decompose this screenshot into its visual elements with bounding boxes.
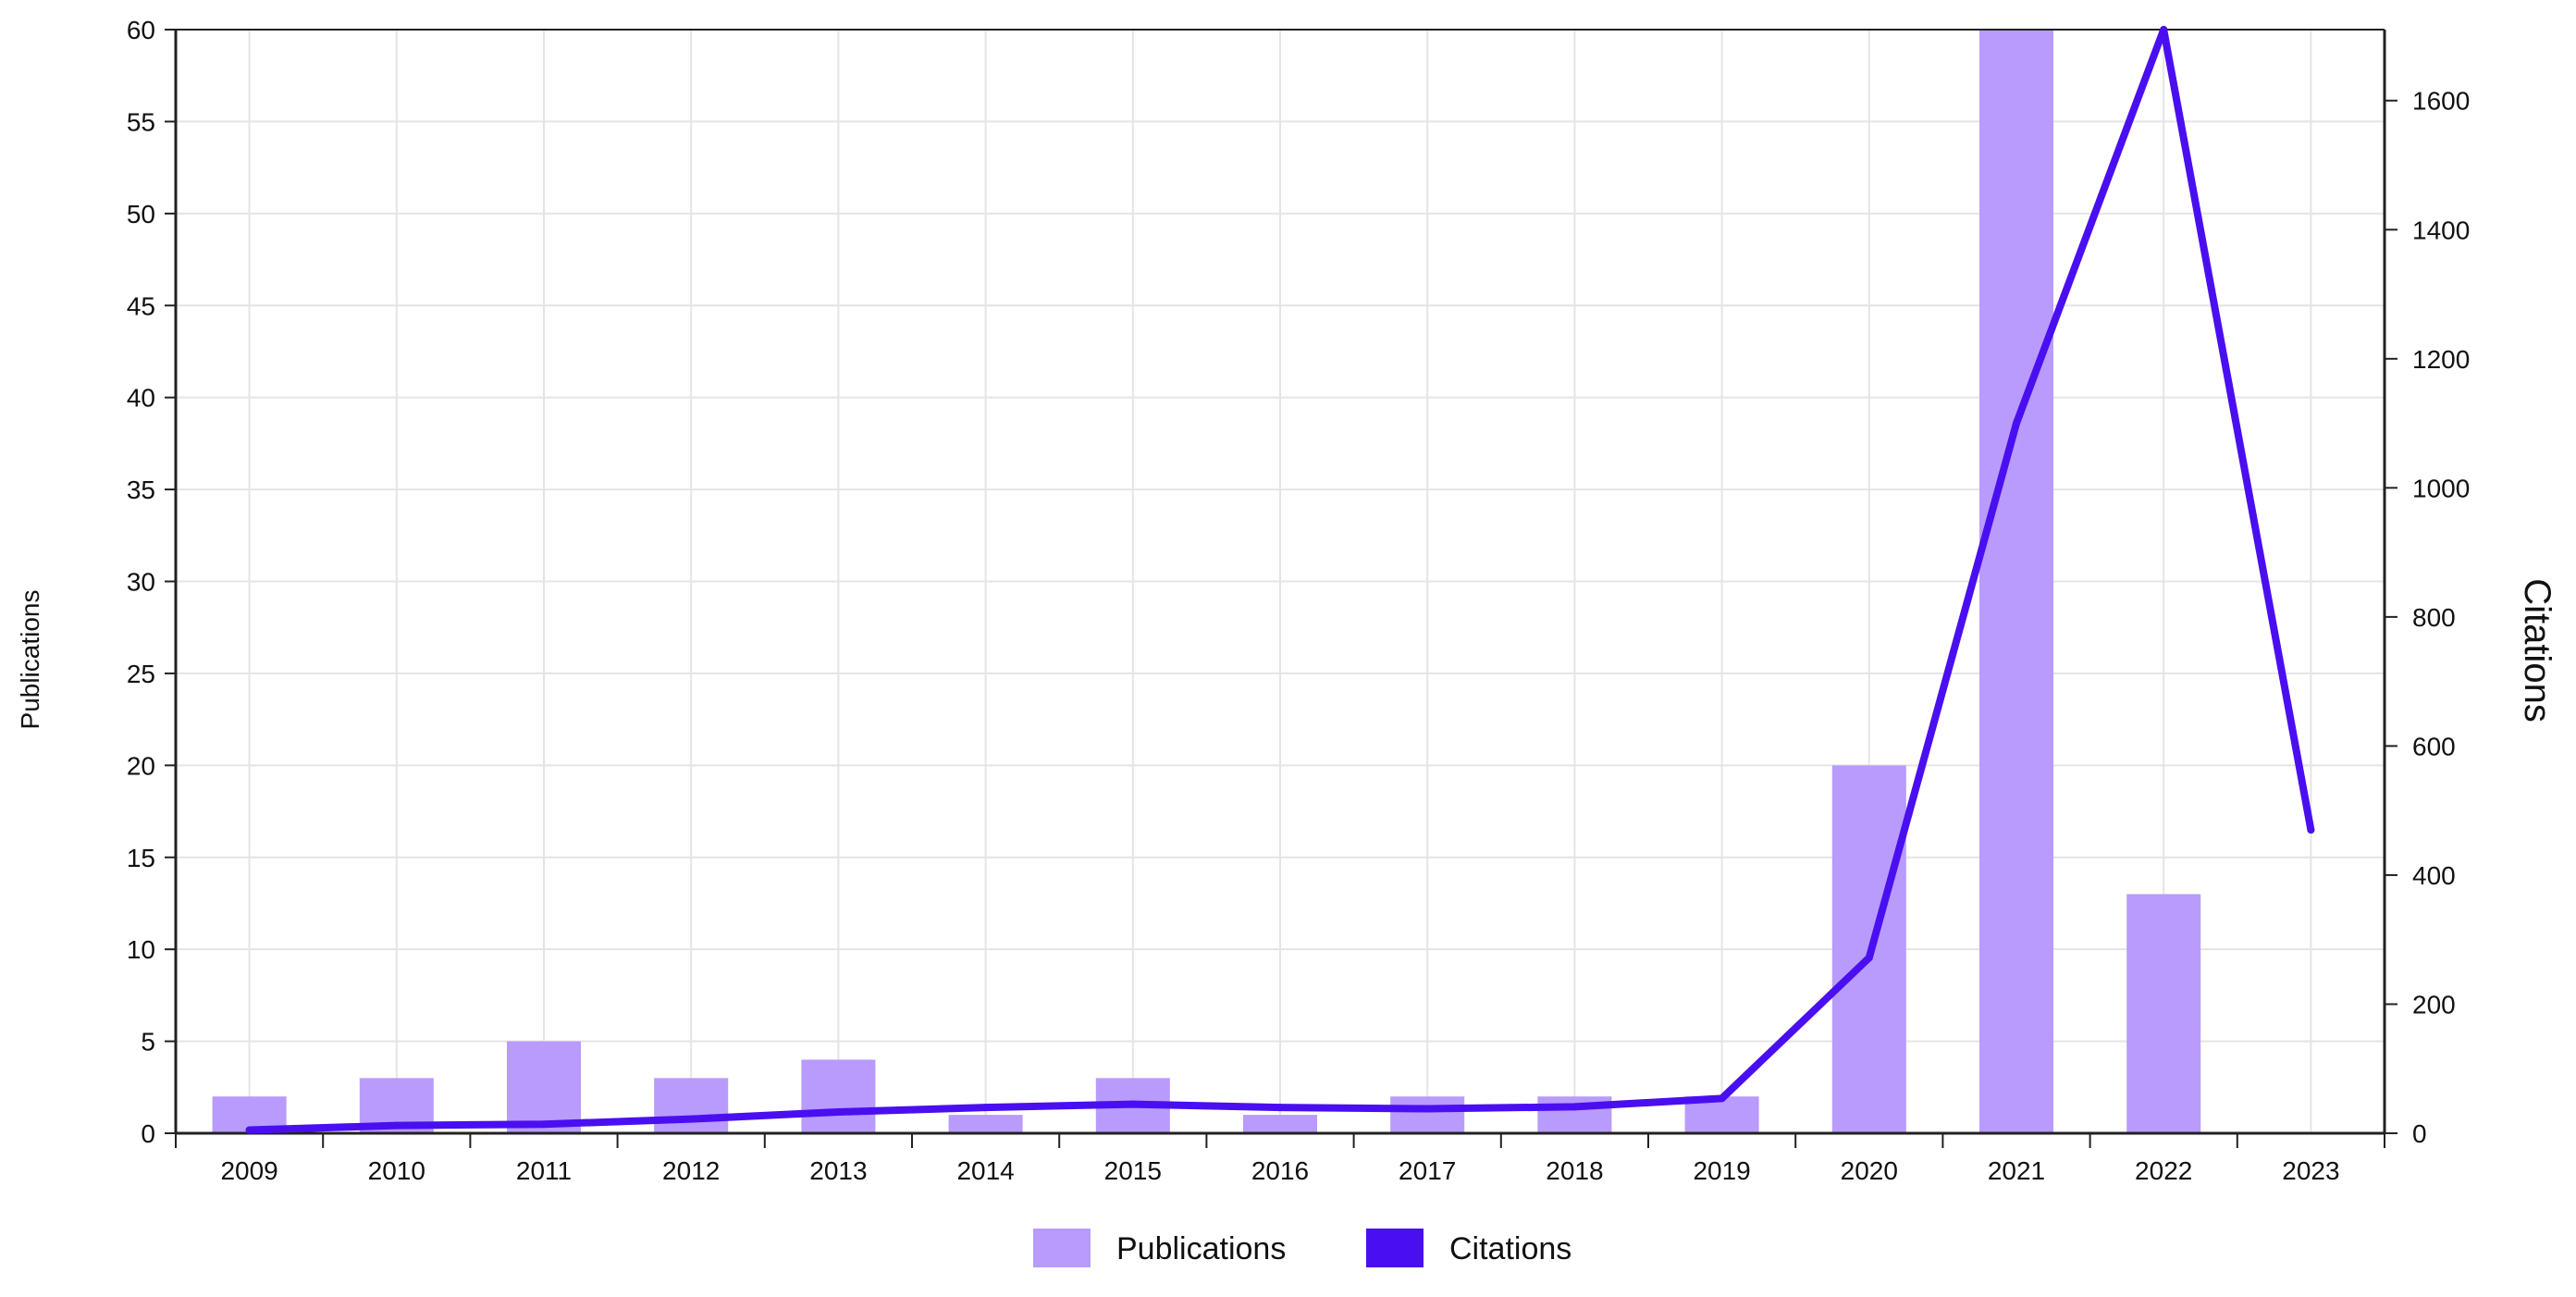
publications-bar-2011 (507, 1041, 581, 1133)
y-right-tick-label: 800 (2412, 603, 2456, 632)
legend-label-citations: Citations (1449, 1231, 1571, 1266)
y-left-tick-label: 40 (127, 384, 155, 413)
x-tick-label: 2023 (2282, 1156, 2339, 1185)
y-right-tick-label: 200 (2412, 990, 2456, 1019)
y-left-tick-label: 15 (127, 844, 155, 872)
citations-point-2020 (1865, 954, 1873, 962)
y-left-tick-label: 0 (141, 1119, 155, 1148)
citations-point-2022 (2160, 26, 2168, 33)
y-left-tick-label: 30 (127, 568, 155, 597)
x-tick-label: 2016 (1251, 1156, 1309, 1185)
x-tick-label: 2015 (1104, 1156, 1162, 1185)
y-left-tick-label: 50 (127, 200, 155, 229)
x-tick-label: 2021 (1988, 1156, 2045, 1185)
y-axis-left-title: Publications (16, 590, 44, 730)
citations-point-2014 (981, 1104, 990, 1112)
x-tick-label: 2012 (662, 1156, 720, 1185)
publications-bar-2022 (2126, 894, 2201, 1133)
legend-swatch-publications (1033, 1229, 1091, 1267)
citations-point-2012 (687, 1115, 696, 1123)
x-tick-label: 2020 (1841, 1156, 1898, 1185)
y-right-tick-label: 400 (2412, 861, 2456, 890)
y-left-tick-label: 45 (127, 291, 155, 320)
x-tick-label: 2010 (368, 1156, 425, 1185)
x-tick-label: 2011 (516, 1156, 572, 1185)
citations-point-2009 (245, 1126, 253, 1134)
citations-point-2019 (1718, 1094, 1726, 1103)
citations-point-2018 (1571, 1103, 1579, 1111)
x-tick-label: 2017 (1399, 1156, 1456, 1185)
x-tick-label: 2014 (956, 1156, 1014, 1185)
publications-bar-2014 (948, 1115, 1023, 1133)
y-left-tick-label: 20 (127, 751, 155, 780)
y-right-tick-label: 0 (2412, 1119, 2427, 1148)
y-left-tick-label: 25 (127, 660, 155, 688)
citations-point-2015 (1128, 1100, 1137, 1108)
citations-point-2023 (2307, 826, 2315, 834)
publications-bar-2012 (654, 1078, 729, 1133)
citations-point-2021 (2013, 419, 2020, 427)
y-left-tick-label: 60 (127, 16, 155, 44)
y-left-tick-label: 10 (127, 935, 155, 964)
y-right-tick-label: 1600 (2412, 87, 2470, 116)
citations-point-2013 (834, 1107, 843, 1116)
y-right-tick-label: 1000 (2412, 474, 2470, 502)
citations-point-2016 (1276, 1104, 1284, 1112)
publications-bar-2017 (1390, 1096, 1465, 1133)
y-left-tick-label: 5 (141, 1028, 155, 1056)
publications-bar-2016 (1243, 1115, 1317, 1133)
citations-point-2011 (540, 1120, 548, 1129)
axes (165, 29, 2397, 1148)
y-left-tick-label: 35 (127, 476, 155, 504)
legend-label-publications: Publications (1116, 1231, 1286, 1266)
x-tick-label: 2013 (809, 1156, 867, 1185)
legend: Publications Citations (1033, 1229, 1571, 1267)
x-tick-label: 2022 (2135, 1156, 2192, 1185)
y-left-tick-label: 55 (127, 107, 155, 136)
tick-labels: 0510152025303540455055600200400600800100… (127, 16, 2470, 1185)
citations-point-2010 (392, 1121, 401, 1130)
legend-swatch-citations (1366, 1229, 1424, 1267)
citations-line (245, 26, 2315, 1134)
publications-bar-2021 (1979, 30, 2053, 1133)
citations-point-2017 (1424, 1105, 1432, 1113)
y-right-tick-label: 600 (2412, 732, 2456, 760)
x-tick-label: 2009 (220, 1156, 277, 1185)
publications-bars (212, 30, 2201, 1133)
y-right-tick-label: 1400 (2412, 216, 2470, 244)
y-axis-right-title: Citations (2517, 578, 2558, 723)
x-tick-label: 2018 (1546, 1156, 1603, 1185)
publications-bar-2013 (801, 1059, 876, 1133)
y-right-tick-label: 1200 (2412, 345, 2470, 374)
x-tick-label: 2019 (1693, 1156, 1750, 1185)
